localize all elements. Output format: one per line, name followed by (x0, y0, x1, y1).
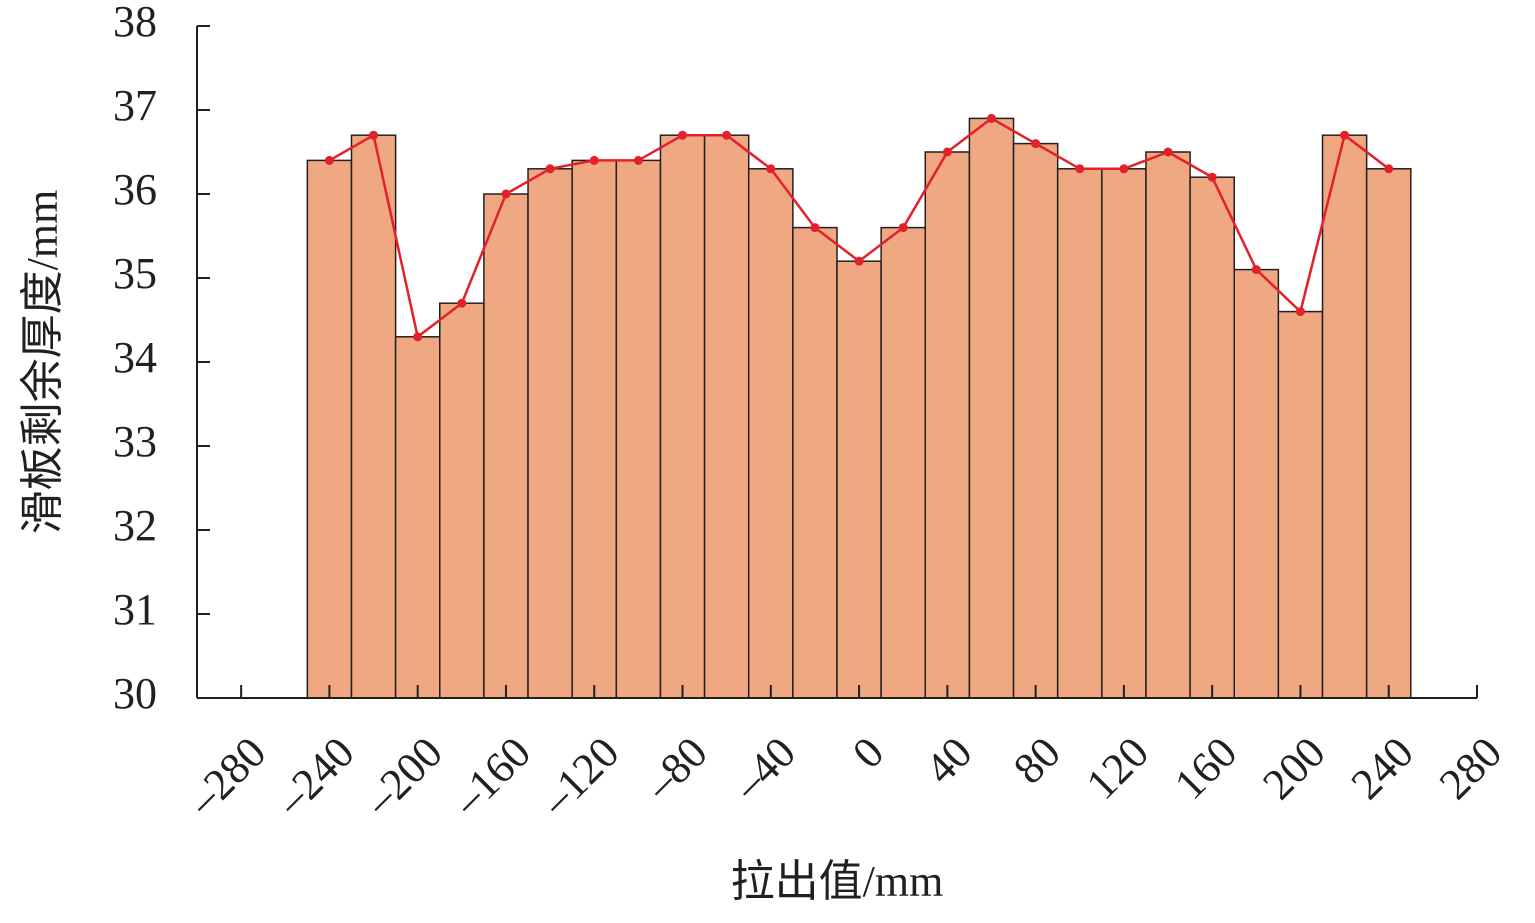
line-point (1119, 164, 1129, 174)
x-tick-label: –200 (354, 728, 452, 826)
bar (968, 117, 1015, 699)
bar (439, 302, 485, 699)
bar (615, 159, 662, 699)
bar (1277, 310, 1324, 699)
x-tick-label: 280 (1430, 728, 1511, 809)
bar (792, 226, 838, 699)
y-tick-label: 30 (113, 669, 157, 718)
line-point (1207, 172, 1217, 182)
x-axis-label: 拉出值/mm (731, 857, 944, 906)
line-point (1295, 307, 1305, 317)
x-tick-label: –240 (266, 728, 364, 826)
line-point (1075, 164, 1085, 174)
y-tick-label: 33 (113, 417, 157, 466)
line-point (722, 130, 732, 140)
line-point (1384, 164, 1394, 174)
line-point (854, 256, 864, 266)
bar (703, 134, 750, 699)
line-point (413, 332, 423, 342)
bar (1189, 176, 1235, 699)
bar (836, 260, 882, 699)
bar (1365, 168, 1412, 699)
bar (306, 159, 353, 699)
y-axis-label: 滑板剩余厚度/mm (18, 190, 67, 535)
bar (747, 168, 794, 699)
y-tick-label: 38 (113, 0, 157, 46)
line-point (898, 223, 908, 233)
bar (1012, 142, 1059, 699)
bar (1321, 134, 1368, 699)
bar (924, 151, 971, 699)
line-point (545, 164, 555, 174)
y-tick-label: 35 (113, 249, 157, 298)
line-point (766, 164, 776, 174)
bar (659, 134, 706, 699)
line-point (942, 147, 952, 157)
x-tick-label: 160 (1165, 728, 1246, 809)
line-point (633, 155, 643, 165)
line-point (678, 130, 688, 140)
bar (1101, 168, 1147, 699)
bar (1145, 151, 1191, 699)
x-tick-label: –280 (178, 728, 276, 826)
line-point (457, 298, 467, 308)
line-point (1251, 265, 1261, 275)
line-point (1340, 130, 1350, 140)
y-tick-label: 31 (113, 585, 157, 634)
line-point (1031, 139, 1041, 149)
bar (527, 168, 573, 699)
line-point (1163, 147, 1173, 157)
x-tick-label: –40 (723, 728, 805, 810)
line-point (369, 130, 379, 140)
bar (571, 159, 618, 699)
line-point (324, 155, 334, 165)
line-point (501, 189, 511, 199)
y-tick-label: 37 (113, 81, 157, 130)
y-tick-label: 36 (113, 165, 157, 214)
bar (1056, 168, 1103, 699)
line-point (810, 223, 820, 233)
x-tick-label: 0 (843, 728, 893, 778)
line-point (589, 155, 599, 165)
bar (350, 134, 397, 699)
bar (483, 193, 529, 699)
x-tick-label: 200 (1253, 728, 1334, 809)
x-tick-label: 80 (1004, 728, 1070, 794)
x-tick-label: –120 (531, 728, 629, 826)
x-tick-label: 40 (916, 728, 982, 794)
bar (1233, 268, 1280, 699)
line-point (986, 113, 996, 123)
bar (394, 336, 441, 699)
y-tick-label: 34 (113, 333, 157, 382)
x-tick-label: 120 (1077, 728, 1158, 809)
x-tick-label: 240 (1342, 728, 1423, 809)
bar (880, 226, 927, 699)
x-tick-label: –160 (443, 728, 541, 826)
x-tick-label: –80 (635, 728, 717, 810)
y-tick-label: 32 (113, 501, 157, 550)
